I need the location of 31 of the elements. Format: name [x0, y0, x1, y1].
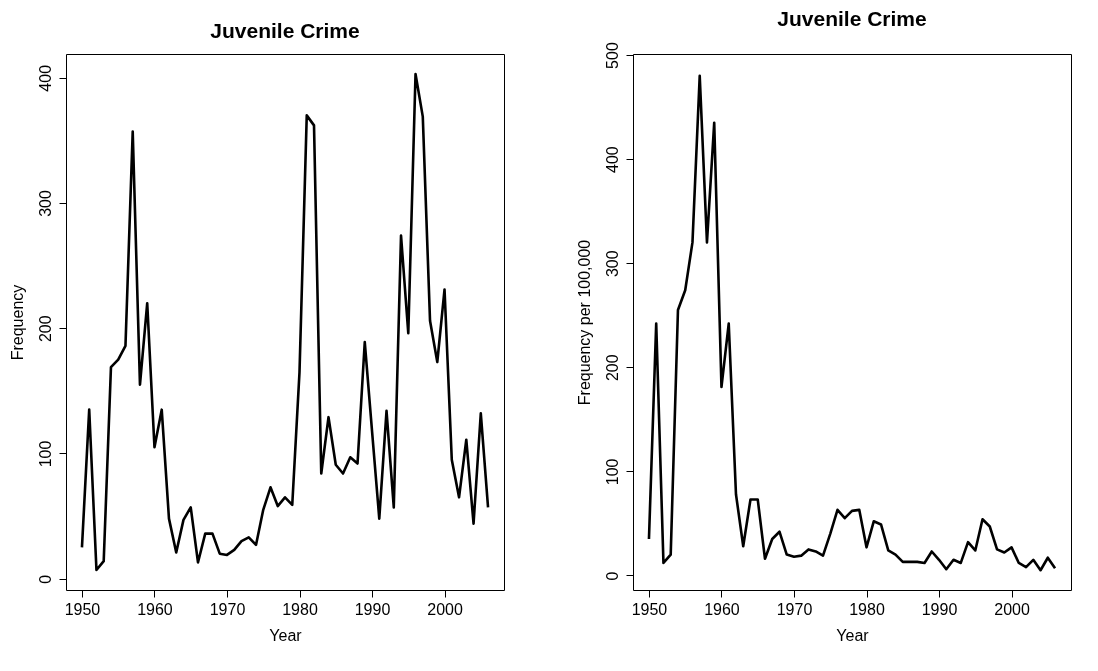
x-tick-label: 1980: [282, 600, 318, 618]
x-tick-label: 1990: [921, 600, 958, 618]
y-tick-label: 400: [603, 146, 621, 173]
y-tick-label: 0: [603, 571, 621, 581]
y-tick-label: 100: [603, 458, 621, 486]
y-tick-label: 0: [36, 574, 54, 584]
x-tick-label: 1960: [704, 600, 740, 618]
y-tick-label: 200: [36, 315, 54, 343]
x-tick-label: 1950: [64, 600, 101, 618]
chart-title: Juvenile Crime: [210, 19, 360, 42]
y-axis-title: Frequency: [8, 284, 26, 361]
x-tick-label: 1980: [849, 600, 885, 618]
y-tick-label: 200: [603, 354, 621, 382]
x-tick-label: 1990: [354, 600, 391, 618]
line-series: [647, 74, 1057, 572]
x-tick-label: 1970: [209, 600, 246, 618]
x-axis-title: Year: [836, 626, 870, 644]
x-tick-label: 2000: [427, 600, 463, 618]
y-tick-label: 100: [36, 440, 54, 468]
x-tick-label: 1970: [776, 600, 813, 618]
y-tick-label: 300: [603, 250, 621, 278]
chart-title: Juvenile Crime: [777, 6, 927, 30]
y-axis-title: Frequency per 100,000: [575, 239, 593, 406]
y-tick-label: 500: [603, 42, 621, 69]
x-axis-title: Year: [269, 626, 303, 644]
x-tick-label: 1960: [137, 600, 173, 618]
y-tick-label: 300: [36, 190, 54, 217]
y-tick-label: 400: [36, 64, 54, 92]
x-tick-label: 2000: [994, 600, 1030, 618]
line-series: [80, 72, 490, 572]
x-tick-label: 1950: [631, 600, 668, 618]
